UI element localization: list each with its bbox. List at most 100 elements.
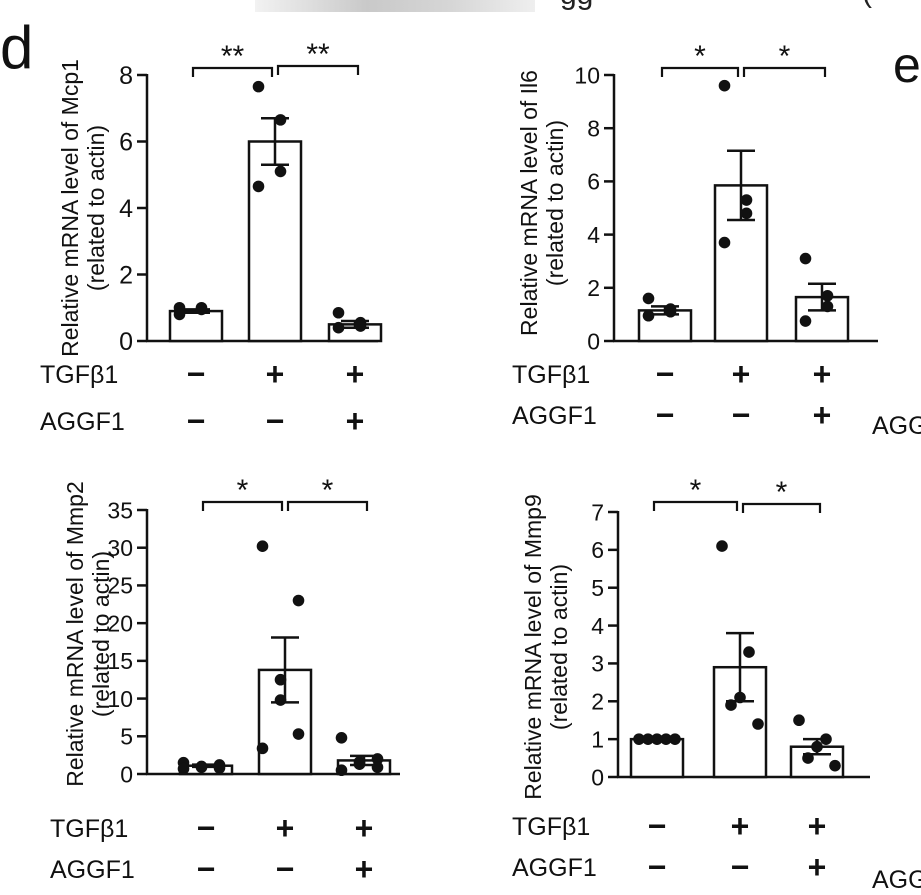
chart-4-minus-sign: −: [648, 808, 667, 844]
chart-3-minus-sign: −: [276, 851, 295, 887]
chart-2-data-point: [718, 236, 731, 249]
chart-3-y-tick-label: 10: [107, 686, 133, 712]
chart-3-data-point: [274, 673, 287, 686]
chart-4-data-point: [752, 718, 764, 730]
chart-2-y-tick-label: 6: [587, 169, 600, 195]
chart-4-plus-sign: +: [808, 808, 827, 844]
chart-3-significance-bracket: [286, 500, 369, 511]
chart-3-plus-sign: +: [276, 810, 295, 846]
chart-3-y-tick-label: 35: [107, 497, 133, 523]
chart-4-significance-label: *: [690, 474, 702, 507]
chart-3-data-point: [256, 540, 269, 553]
chart-4-y-tick-label: 3: [591, 651, 604, 677]
chart-4-data-point: [642, 733, 654, 745]
chart-2-y-axis-label-line: (related to actin): [542, 120, 568, 286]
chart-4-y-tick-label: 5: [591, 575, 604, 601]
chart-2-y-tick-label: 8: [587, 115, 600, 141]
chart-2-plus-sign: +: [813, 356, 832, 392]
chart-2-data-point: [740, 207, 753, 220]
chart-4-data-point: [734, 691, 746, 704]
chart-1-y-tick-label: 8: [119, 62, 133, 90]
chart-3-minus-sign: −: [197, 851, 216, 887]
chart-4-significance-bracket: [652, 500, 739, 511]
chart-4-minus-sign: −: [731, 849, 750, 885]
chart-3-data-point: [292, 728, 305, 740]
chart-2-plus-sign: +: [732, 356, 751, 392]
chart-3-y-tick-label: 15: [107, 648, 133, 674]
chart-3-data-point: [195, 761, 208, 774]
chart-2-y-tick-label: 0: [587, 328, 600, 354]
chart-2-treatment-row-label: TGFβ1: [512, 361, 590, 389]
chart-1-y-axis-label-line: Relative mRNA level of Mcp1: [57, 59, 83, 357]
chart-4-data-point: [633, 733, 645, 745]
chart-3-y-axis-label: Relative mRNA level of Mmp2(related to a…: [62, 481, 114, 787]
chart-3-data-point: [213, 762, 226, 774]
chart-3-minus-sign: −: [197, 810, 216, 846]
chart-1-significance-label: **: [306, 38, 330, 71]
chart-2-significance-bracket: [742, 66, 827, 77]
chart-4-data-point: [651, 733, 663, 745]
chart-3-data-point: [353, 758, 366, 770]
chart-4-data-point: [802, 752, 814, 764]
chart-1-data-point: [252, 80, 265, 93]
chart-3-plus-sign: +: [355, 810, 374, 846]
chart-1-data-point: [274, 114, 287, 126]
chart-4-treatment-row-label: TGFβ1: [512, 813, 590, 841]
chart-3-data-point: [335, 731, 348, 744]
chart-2-data-point: [664, 305, 677, 318]
chart-2-significance-bracket: [660, 66, 740, 77]
panel-label-d: d: [0, 14, 34, 81]
chart-2-data-point: [642, 309, 655, 322]
chart-2-data-point: [799, 315, 812, 327]
chart-3-y-axis-label-line: (related to actin): [88, 551, 114, 717]
chart-2-treatment-row-label: AGGF1: [512, 402, 597, 430]
chart-3-y-tick-label: 0: [120, 761, 133, 787]
chart-2-y-tick-label: 2: [587, 275, 600, 301]
chart-4-plus-sign: +: [808, 849, 827, 885]
chart-4-y-tick-label: 0: [591, 764, 604, 790]
chart-4-data-point: [811, 740, 823, 753]
chart-3-data-point: [274, 694, 287, 706]
chart-1-data-point: [195, 303, 208, 316]
chart-3-data-point: [335, 764, 348, 777]
chart-2-data-point: [642, 292, 655, 305]
chart-1-y-tick-label: 0: [119, 328, 133, 356]
chart-2-data-point: [799, 252, 812, 265]
chart-3-significance-label: *: [237, 474, 249, 507]
chart-4-significance-label: *: [776, 476, 788, 509]
chart-2-minus-sign: −: [732, 397, 751, 433]
chart-2-y-axis-label-line: Relative mRNA level of Il6: [516, 70, 542, 336]
chart-4-data-point: [743, 646, 755, 658]
chart-3-significance-bracket: [201, 500, 284, 511]
chart-1-significance-bracket: [191, 66, 274, 77]
top-paren-text: (: [862, 0, 872, 10]
chart-3-y-tick-label: 20: [107, 610, 133, 636]
chart-3-significance-label: *: [322, 474, 334, 507]
chart-2-plus-sign: +: [813, 397, 832, 433]
chart-1-data-point: [252, 180, 265, 193]
chart-4-y-tick-label: 7: [591, 499, 604, 525]
chart-4-minus-sign: −: [648, 849, 667, 885]
chart-1-data-point: [354, 320, 367, 332]
chart-1-y-tick-label: 6: [119, 129, 133, 157]
panel-label-e: e: [893, 37, 921, 93]
chart-4-data-point: [829, 759, 841, 772]
chart-4-y-tick-label: 2: [591, 689, 604, 715]
chart-3-y-tick-label: 30: [107, 535, 133, 561]
chart-1-significance-bracket: [276, 64, 360, 75]
chart-1-significance-label: **: [221, 40, 245, 73]
chart-2-data-point: [821, 289, 834, 302]
chart-1-y-tick-label: 2: [119, 262, 133, 290]
chart-1-y-axis-label: Relative mRNA level of Mcp1(related to a…: [57, 59, 109, 357]
chart-1-plus-sign: +: [266, 356, 285, 392]
chart-4-y-axis-label: Relative mRNA level of Mmp9(related to a…: [520, 494, 572, 800]
chart-4-y-tick-label: 1: [591, 726, 604, 752]
chart-4-bar: [629, 737, 685, 779]
chart-1-treatment-row-label: TGFβ1: [40, 361, 118, 389]
chart-3-data-point: [256, 742, 269, 755]
chart-1-data-point: [274, 165, 287, 178]
chart-3-data-point: [371, 753, 384, 765]
chart-3-plus-sign: +: [355, 851, 374, 887]
chart-4-plus-sign: +: [731, 808, 750, 844]
